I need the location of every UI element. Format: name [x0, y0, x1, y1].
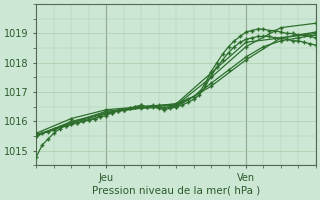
- X-axis label: Pression niveau de la mer( hPa ): Pression niveau de la mer( hPa ): [92, 186, 260, 196]
